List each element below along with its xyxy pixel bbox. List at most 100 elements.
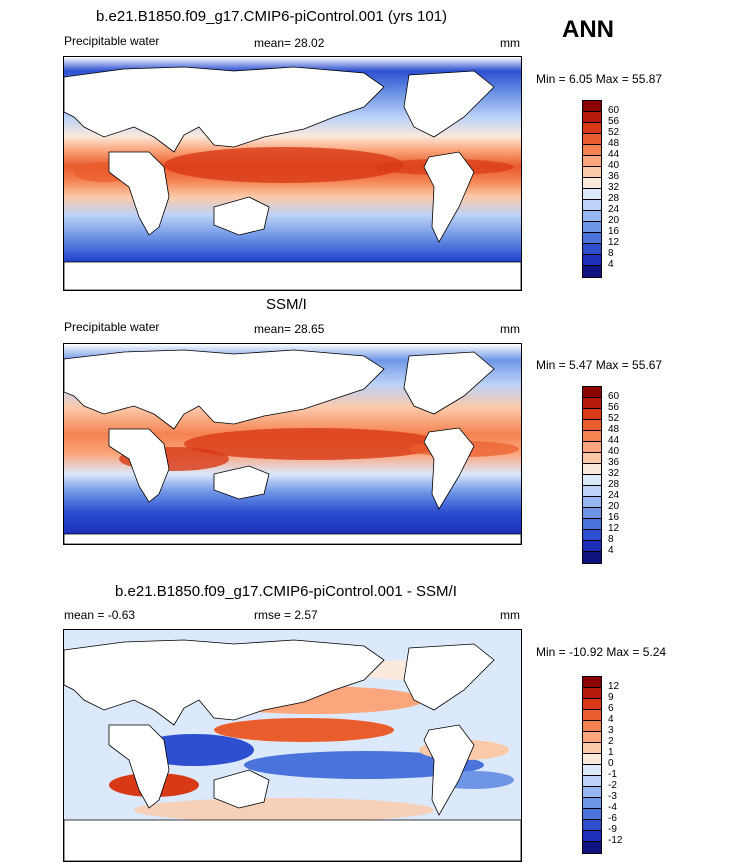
colorbar-swatch [583,732,601,743]
panel2-units: mm [500,322,520,336]
colorbar-swatch [583,743,601,754]
panel2-level-label: 56 [608,402,620,413]
panel1-title: b.e21.B1850.f09_g17.CMIP6-piControl.001 … [96,8,448,25]
colorbar-swatch [583,464,601,475]
panel1-mean-label: mean= 28.02 [254,36,325,50]
colorbar-swatch [583,167,601,178]
colorbar-swatch [583,266,601,277]
colorbar-swatch [583,497,601,508]
panel1-level-label: 32 [608,182,620,193]
colorbar-swatch [583,710,601,721]
panel1-minmax: Min = 6.05 Max = 55.87 [536,72,663,86]
colorbar-swatch [583,211,601,222]
colorbar-swatch [583,831,601,842]
panel3-map-svg [64,630,521,861]
colorbar-swatch [583,541,601,552]
panel3-level-label: -12 [608,835,623,846]
panel3-level-label: 4 [608,714,614,725]
colorbar-swatch [583,431,601,442]
panel1-level-label: 20 [608,215,620,226]
panel1-map-svg [64,57,521,290]
colorbar-swatch [583,820,601,831]
panel2-title: SSM/I [266,296,307,313]
colorbar-swatch [583,101,601,112]
panel1-level-label: 60 [608,105,620,116]
colorbar-swatch [583,398,601,409]
panel2-level-label: 8 [608,534,614,545]
colorbar-swatch [583,809,601,820]
colorbar-swatch [583,842,601,853]
colorbar-swatch [583,508,601,519]
colorbar-swatch [583,134,601,145]
panel3-rmse-label: rmse = 2.57 [254,608,318,622]
panel3-level-label: 0 [608,758,614,769]
panel1-level-label: 52 [608,127,620,138]
colorbar-swatch [583,552,601,563]
panel1-units: mm [500,36,520,50]
panel3-minmax: Min = -10.92 Max = 5.24 [536,645,667,659]
panel2-level-label: 44 [608,435,620,446]
panel3-level-label: -2 [608,780,617,791]
panel1-map [63,56,522,291]
panel2-level-label: 36 [608,457,620,468]
panel3-level-label: -3 [608,791,617,802]
colorbar-swatch [583,798,601,809]
colorbar-swatch [583,519,601,530]
colorbar-swatch [583,156,601,167]
panel1-level-label: 16 [608,226,620,237]
colorbar-swatch [583,233,601,244]
panel2-level-label: 12 [608,523,620,534]
panel2-level-label: 24 [608,490,620,501]
panel2-minmax: Min = 5.47 Max = 55.67 [536,358,663,372]
panel2-level-label: 28 [608,479,620,490]
panel1-level-label: 40 [608,160,620,171]
colorbar-swatch [583,222,601,233]
colorbar-swatch [583,145,601,156]
panel2-level-label: 32 [608,468,620,479]
panel2-level-label: 20 [608,501,620,512]
panel2-map-svg [64,344,521,544]
panel2-level-label: 60 [608,391,620,402]
colorbar-swatch [583,721,601,732]
colorbar-swatch [583,244,601,255]
colorbar-swatch [583,189,601,200]
colorbar-swatch [583,754,601,765]
panel3-title: b.e21.B1850.f09_g17.CMIP6-piControl.001 … [115,583,457,600]
panel3-level-label: 9 [608,692,614,703]
colorbar-swatch [583,765,601,776]
colorbar-swatch [583,530,601,541]
panel3-level-label: -1 [608,769,617,780]
panel1-level-label: 36 [608,171,620,182]
panel3-level-label: -9 [608,824,617,835]
panel3-level-label: 12 [608,681,620,692]
colorbar-swatch [583,178,601,189]
colorbar-swatch [583,255,601,266]
panel2-mean-label: mean= 28.65 [254,322,325,336]
colorbar-swatch [583,453,601,464]
colorbar-swatch [583,776,601,787]
panel1-level-label: 12 [608,237,620,248]
panel3-mean-label: mean = -0.63 [64,608,136,622]
colorbar-swatch [583,123,601,134]
panel3-level-label: -6 [608,813,617,824]
panel3-level-label: 6 [608,703,614,714]
colorbar-swatch [583,409,601,420]
panel3-level-label: -4 [608,802,617,813]
colorbar-swatch [583,387,601,398]
panel2-variable-label: Precipitable water [64,320,160,334]
colorbar-swatch [583,420,601,431]
panel3-level-label: 2 [608,736,614,747]
panel3-level-label: 3 [608,725,614,736]
colorbar-swatch [583,486,601,497]
panel3-units: mm [500,608,520,622]
colorbar-swatch [583,200,601,211]
panel2-level-label: 40 [608,446,620,457]
panel3-colorbar [582,676,602,854]
panel1-level-label: 24 [608,204,620,215]
panel1-level-label: 48 [608,138,620,149]
colorbar-swatch [583,699,601,710]
panel2-level-label: 16 [608,512,620,523]
panel1-variable-label: Precipitable water [64,34,160,48]
panel1-level-label: 56 [608,116,620,127]
panel1-level-label: 44 [608,149,620,160]
